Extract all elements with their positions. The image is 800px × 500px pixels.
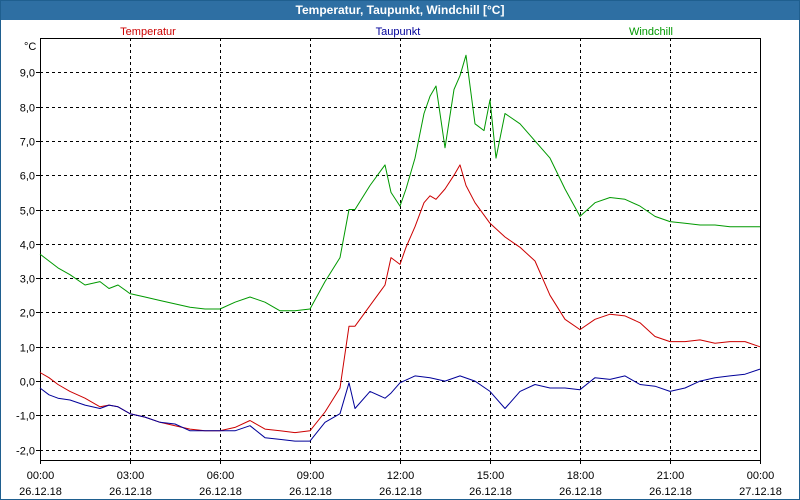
- chart-title: Temperatur, Taupunkt, Windchill [°C]: [1, 1, 799, 20]
- x-tick-label-time: 03:00: [117, 470, 145, 482]
- x-tick-label-time: 21:00: [657, 470, 685, 482]
- series-line-taupunkt: [39, 368, 761, 442]
- y-tick-label: 2,0: [20, 308, 35, 320]
- x-tick-label-time: 06:00: [207, 470, 235, 482]
- x-axis: 00:00 26.12.18 03:00 26.12.18 06:00 26.12.18 0…: [19, 460, 782, 498]
- legend: Temperatur Taupunkt Windchill: [120, 26, 673, 38]
- legend-item-temperatur: Temperatur: [120, 26, 176, 38]
- y-tick-label: 5,0: [20, 206, 35, 218]
- x-tick-label-time: 18:00: [567, 470, 595, 482]
- y-tick-label: 1,0: [20, 343, 35, 355]
- y-tick-label: -1,0: [16, 411, 35, 423]
- y-tick-label: 8,0: [20, 103, 35, 115]
- x-tick-label-date: 26.12.18: [469, 486, 512, 498]
- x-tick-label-time: 15:00: [477, 470, 505, 482]
- x-tick-label-date: 26.12.18: [109, 486, 152, 498]
- y-axis-label: °C: [24, 41, 36, 53]
- x-tick-label-time: 09:00: [297, 470, 325, 482]
- x-tick-label-date: 26.12.18: [199, 486, 242, 498]
- series-line-windchill: [39, 54, 760, 312]
- x-tick-label-date: 27.12.18: [739, 486, 782, 498]
- legend-item-taupunkt: Taupunkt: [376, 26, 421, 38]
- y-tick-label: 4,0: [20, 240, 35, 252]
- x-tick-label-date: 26.12.18: [649, 486, 692, 498]
- legend-item-windchill: Windchill: [629, 26, 673, 38]
- grid: [40, 38, 760, 460]
- y-tick-label: 7,0: [20, 137, 35, 149]
- y-tick-label: 6,0: [20, 171, 35, 183]
- y-tick-label: 3,0: [20, 274, 35, 286]
- y-tick-label: 9,0: [20, 68, 35, 80]
- x-tick-label-date: 26.12.18: [289, 486, 332, 498]
- x-tick-label-time: 12:00: [387, 470, 415, 482]
- x-tick-label-time: 00:00: [27, 470, 55, 482]
- x-tick-label-date: 26.12.18: [379, 486, 422, 498]
- y-tick-label: 0,0: [20, 377, 35, 389]
- series: [39, 54, 761, 442]
- y-axis: -2,0 -1,0 0,0 1,0 2,0 3,0 4,0 5,0 6,0 7,0 8,0 9,0: [16, 68, 40, 458]
- x-tick-label-time: 00:00: [747, 470, 775, 482]
- x-tick-label-date: 26.12.18: [559, 486, 602, 498]
- y-tick-label: -2,0: [16, 446, 35, 458]
- x-tick-label-date: 26.12.18: [19, 486, 62, 498]
